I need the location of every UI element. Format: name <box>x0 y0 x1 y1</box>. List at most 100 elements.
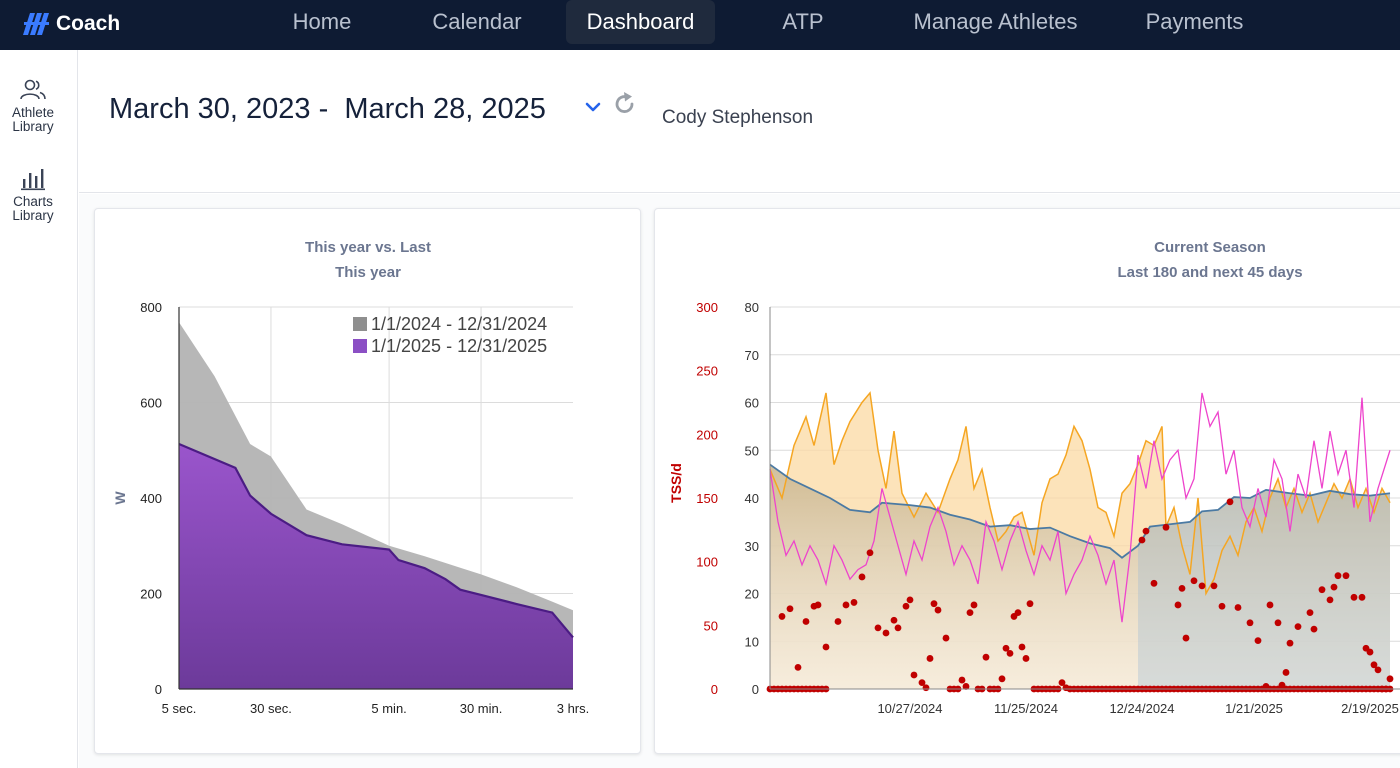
tss-point <box>882 629 890 637</box>
nav-payments[interactable]: Payments <box>1145 9 1244 34</box>
chart2-y-right-tick: 70 <box>745 348 759 363</box>
nav-manage-athletes[interactable]: Manage Athletes <box>913 9 1078 34</box>
refresh-icon[interactable] <box>612 90 638 118</box>
chart2-y-right-tick: 80 <box>745 300 759 315</box>
tss-point <box>1006 649 1014 657</box>
tss-point <box>1246 619 1254 627</box>
chart2-y-right-tick: 50 <box>745 443 759 458</box>
nav-calendar[interactable]: Calendar <box>432 9 522 34</box>
tss-point <box>910 671 918 679</box>
tss-point <box>1278 681 1286 689</box>
tss-point <box>1310 625 1318 633</box>
nav-atp[interactable]: ATP <box>782 9 824 34</box>
tss-point <box>1294 623 1302 631</box>
tss-point <box>1358 593 1366 601</box>
fitness-area <box>770 464 1390 689</box>
app-name: Coach <box>56 12 121 35</box>
tss-point <box>1178 585 1186 592</box>
tss-point <box>1330 583 1338 591</box>
tss-point <box>1174 601 1182 609</box>
tss-point <box>814 601 822 609</box>
tss-point <box>934 606 942 614</box>
tss-point <box>1234 604 1242 611</box>
legend-label-0: 1/1/2024 - 12/31/2024 <box>371 314 547 334</box>
tss-point <box>1138 536 1146 544</box>
form-line <box>769 392 1391 623</box>
chart1-y-tick-label: 600 <box>140 396 162 411</box>
top-navigation-bar: Coach Home Calendar Dashboard ATP Manage… <box>0 0 1400 50</box>
nav-home[interactable]: Home <box>292 9 352 34</box>
chart2-y-right-tick: 30 <box>745 539 759 554</box>
tss-point <box>902 602 910 610</box>
tss-point <box>966 609 974 616</box>
sidebar-item-athlete-library[interactable]: Athlete Library <box>0 78 66 134</box>
tss-point <box>1374 666 1382 674</box>
tss-point <box>842 601 850 609</box>
chart2-y-left-label: TSS/d <box>668 463 684 503</box>
tss-point <box>1026 600 1034 608</box>
chart2-y-left-tick: 250 <box>696 364 718 379</box>
chart2-y-right-tick: 10 <box>745 634 759 649</box>
chart2-y-left-tick: 200 <box>696 427 718 442</box>
chart1-x-tick-label: 5 min. <box>371 701 406 716</box>
tss-point <box>822 643 830 651</box>
chart1-y-tick-label: 800 <box>140 300 162 315</box>
chart2-x-tick-label: 12/24/2024 <box>1109 701 1174 716</box>
legend-label-1: 1/1/2025 - 12/31/2025 <box>371 336 547 356</box>
tss-point <box>926 655 934 662</box>
current-season-chart-card: Current Season Last 180 and next 45 days 0… <box>654 208 1400 754</box>
chart1-y-axis-label: W <box>112 491 128 505</box>
chart2-y-left-tick: 100 <box>696 555 718 570</box>
chart2-subtitle: Last 180 and next 45 days <box>1117 264 1302 281</box>
chart2-x-tick-label: 10/27/2024 <box>877 701 942 716</box>
tss-point <box>890 616 898 624</box>
tss-point <box>930 600 938 608</box>
series-2025-line <box>178 443 574 639</box>
tss-point <box>1366 648 1374 656</box>
chart2-y-right-tick: 20 <box>745 587 759 602</box>
chart2-y-right-tick: 60 <box>745 396 759 411</box>
athlete-name: Cody Stephenson <box>662 107 814 128</box>
sidebar-label-athlete: Athlete <box>11 105 55 120</box>
app-logo[interactable]: Coach <box>22 9 120 39</box>
tss-point <box>1226 498 1234 506</box>
fitness-line <box>769 463 1391 559</box>
tss-point <box>834 618 842 625</box>
chart1-y-tick-label: 400 <box>140 491 162 506</box>
current-season-chart: Current Season Last 180 and next 45 days 0… <box>668 239 1400 716</box>
tss-point <box>1266 601 1274 609</box>
chevron-down-icon[interactable] <box>582 94 604 118</box>
sidebar-item-charts-library[interactable]: Charts Library <box>0 167 66 223</box>
nav-dashboard[interactable]: Dashboard <box>566 0 715 44</box>
tss-point <box>1350 593 1358 601</box>
users-icon <box>20 79 46 100</box>
tss-point <box>1262 683 1270 690</box>
tss-point <box>1334 572 1342 580</box>
tss-point <box>918 679 926 687</box>
sidebar-label-charts: Charts <box>13 194 53 209</box>
tss-point <box>894 624 902 632</box>
power-duration-chart-card: This year vs. Last This year 0 200 400 600 800… <box>94 208 641 754</box>
tss-point <box>786 605 794 613</box>
chart1-x-tick-label: 30 sec. <box>250 701 292 716</box>
tss-point <box>1002 644 1010 652</box>
tss-point <box>1274 619 1282 627</box>
tss-point <box>1198 582 1206 590</box>
bar-chart-icon <box>21 169 45 191</box>
tss-point <box>958 676 966 684</box>
tss-point <box>1162 523 1170 531</box>
tss-point <box>1286 639 1294 647</box>
tss-point <box>874 624 882 632</box>
tss-point <box>1306 609 1314 616</box>
chart1-title: This year vs. Last <box>305 239 431 256</box>
tss-point <box>970 601 978 609</box>
tss-point <box>1150 579 1158 587</box>
sidebar: Athlete Library Charts Library <box>0 50 78 768</box>
tss-point <box>850 599 858 606</box>
chart2-title: Current Season <box>1154 239 1266 256</box>
tss-point <box>858 573 866 581</box>
chart2-y-right-tick: 0 <box>752 682 759 697</box>
fatigue-line <box>769 391 1391 597</box>
date-range-label[interactable]: March 30, 2023 - March 28, 2025 <box>109 93 546 125</box>
tss-point <box>942 634 950 642</box>
